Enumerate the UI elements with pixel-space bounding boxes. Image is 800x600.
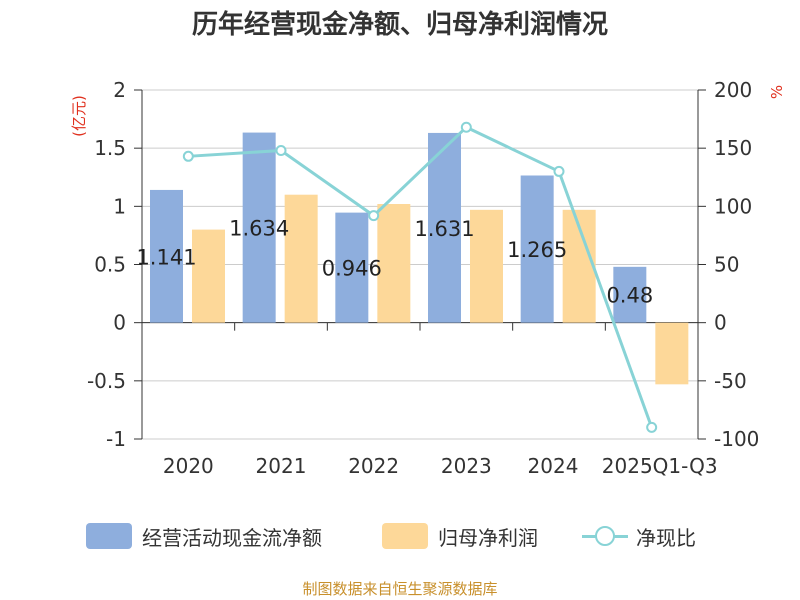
legend-label-cashflow: 经营活动现金流净额 [142,525,322,550]
source-footer: 制图数据来自恒生聚源数据库 [302,580,498,598]
left-tick-label: 1 [113,194,126,218]
bar-netprofit [655,322,689,385]
bar-data-label: 0.946 [322,257,382,281]
ratio-point [182,150,194,162]
left-tick-label: 0.5 [94,253,126,277]
legend-label-netprofit: 归母净利润 [438,525,538,550]
left-tick-label: 2 [113,78,126,102]
legend-item-ratio[interactable]: 净现比 [582,516,696,556]
legend-item-netprofit[interactable]: 归母净利润 [382,516,538,556]
legend: 经营活动现金流净额 归母净利润 净现比 [0,516,800,556]
right-tick-label: 200 [714,78,752,102]
bar-cashflow [242,132,276,323]
bar-cashflow [520,175,554,323]
bar-data-label: 1.141 [136,245,196,269]
bar-cashflow [335,212,369,323]
bar-data-label: 0.48 [606,284,653,308]
category-label: 2022 [348,454,399,478]
right-tick-label: 100 [714,194,752,218]
legend-swatch-netprofit [382,523,428,549]
ratio-point [368,210,380,222]
right-tick-label: 0 [714,311,727,335]
right-axis-label: % [768,85,786,99]
bar-netprofit [470,209,503,323]
right-tick-label: -50 [714,369,747,393]
category-label: 2021 [256,454,307,478]
bar-netprofit [192,229,225,323]
bar-data-label: 1.634 [229,217,289,241]
left-axis-label: (亿元) [70,95,88,137]
category-label: 2025Q1-Q3 [602,454,718,478]
bar-data-label: 1.631 [414,217,474,241]
ratio-point [646,421,658,433]
bar-cashflow [428,132,461,323]
left-tick-label: 1.5 [94,136,126,160]
right-tick-label: -100 [714,427,759,451]
legend-item-cashflow[interactable]: 经营活动现金流净额 [86,516,322,556]
category-label: 2020 [163,454,214,478]
left-tick-label: -0.5 [87,369,126,393]
right-tick-label: 50 [714,253,739,277]
legend-swatch-ratio [582,523,628,549]
ratio-point [460,121,472,133]
ratio-line [188,125,654,428]
right-tick-label: 150 [714,136,752,160]
left-tick-label: -1 [106,427,126,451]
bar-data-label: 1.265 [507,238,567,262]
ratio-point [275,144,287,156]
bar-netprofit [284,194,318,323]
left-tick-label: 0 [113,311,126,335]
category-label: 2023 [441,454,492,478]
bar-cashflow [613,266,647,323]
chart-title: 历年经营现金净额、归母净利润情况 [191,10,608,40]
legend-label-ratio: 净现比 [636,525,696,550]
ratio-point [553,165,565,177]
bar-cashflow [150,189,183,323]
legend-swatch-cashflow [86,523,132,549]
bar-netprofit [377,204,411,323]
category-label: 2024 [528,454,579,478]
